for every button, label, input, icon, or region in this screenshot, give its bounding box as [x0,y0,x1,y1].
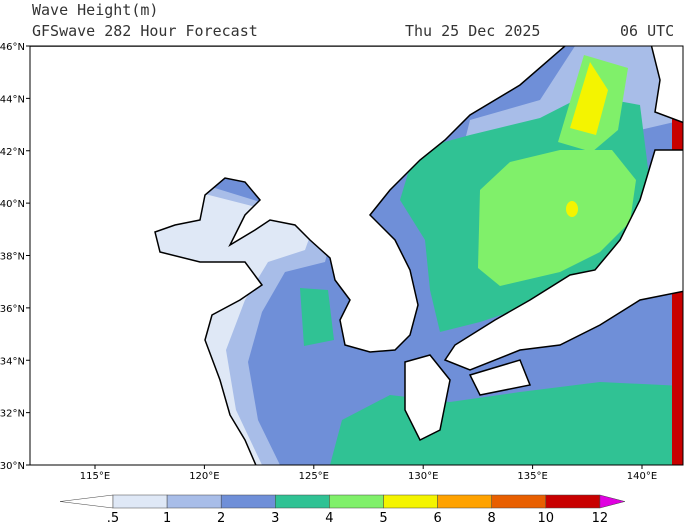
land [650,46,683,124]
colorbar-segment [220,494,276,509]
land [468,359,532,396]
map [30,46,683,465]
colorbar-label: 6 [433,511,441,525]
colorbar-label: 8 [488,511,496,525]
colorbar-segment [491,494,547,509]
lon-label: 115°E [80,471,110,482]
lat-label: 38°N [0,252,25,263]
lat-label: 46°N [0,42,25,53]
wave-zone [300,288,334,346]
land [30,46,567,465]
colorbar-end [59,494,114,509]
colorbar-label: 4 [325,511,333,525]
colorbar-end [599,494,626,509]
lat-label: 34°N [0,356,25,367]
colorbar-label: 3 [271,511,279,525]
date: Thu 25 Dec 2025 [405,22,540,40]
lon-label: 135°E [517,471,547,482]
title: Wave Height(m) [32,1,158,19]
colorbar-segment [437,494,492,509]
lat-label: 30°N [0,461,25,472]
colorbar-segment [112,494,168,509]
colorbar-segment [166,494,222,509]
colorbar-segment [275,494,330,509]
colorbar-segment [545,494,601,509]
wave-zone [478,150,636,286]
wave-zone [570,62,608,135]
wave-zone [566,201,578,217]
lon-label: 120°E [189,471,219,482]
lat-label: 42°N [0,147,25,158]
colorbar-label: 12 [592,511,609,525]
lon-label: 140°E [627,471,657,482]
colorbar-label: 5 [379,511,387,525]
lat-label: 44°N [0,94,25,105]
time: 06 UTC [620,22,674,40]
colorbar-label: 1 [163,511,171,525]
lat-label: 32°N [0,409,25,420]
colorbar-label: 10 [538,511,555,525]
lat-label: 36°N [0,304,25,315]
land [443,149,683,371]
colorbar-label: 2 [217,511,225,525]
lon-label: 125°E [299,471,329,482]
subtitle: GFSwave 282 Hour Forecast [32,22,258,40]
colorbar-segment [383,494,438,509]
colorbar-label: .5 [107,511,119,525]
colorbar-segment [329,494,384,509]
lon-label: 130°E [408,471,438,482]
lat-label: 40°N [0,199,25,210]
land [404,354,451,442]
